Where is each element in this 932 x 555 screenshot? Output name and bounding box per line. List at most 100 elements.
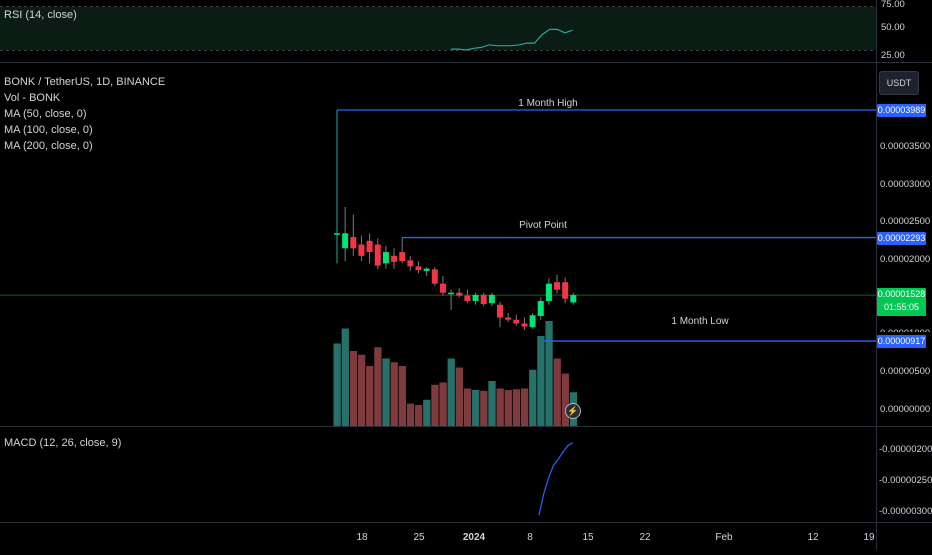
level-label-month-low[interactable]: 1 Month Low <box>671 316 729 327</box>
level-label-pivot[interactable]: Pivot Point <box>519 220 567 231</box>
candle-body <box>391 255 398 262</box>
candle-body <box>407 260 414 267</box>
candle-body <box>423 268 430 271</box>
time-axis-label: 22 <box>639 532 651 543</box>
rsi-axis-25: 25.00 <box>881 50 905 61</box>
time-axis-label: 18 <box>356 532 368 543</box>
volume-bar <box>496 388 504 426</box>
candle-body <box>382 252 389 264</box>
candle-body <box>366 240 373 253</box>
candle-body <box>334 233 340 235</box>
volume-bar <box>447 358 455 426</box>
volume-bar <box>415 405 423 426</box>
volume-bar <box>423 399 431 426</box>
price-tag-pivot: 0.00002293 <box>877 232 926 245</box>
macd-axis-label: -0.00000250 <box>879 475 932 486</box>
time-axis-label: 2024 <box>462 532 486 543</box>
volume-bar <box>520 388 529 426</box>
volume-bar <box>529 369 537 426</box>
candle-body <box>350 237 357 249</box>
time-axis-label: 15 <box>582 532 594 543</box>
volume-bar <box>480 390 488 426</box>
volume-bar <box>349 351 358 426</box>
candle-body <box>570 295 577 303</box>
time-axis-label: Feb <box>715 532 733 543</box>
candle-body <box>399 252 406 262</box>
rsi-title[interactable]: RSI (14, close) <box>4 9 77 21</box>
candle-body <box>513 319 520 324</box>
symbol-title[interactable]: BONK / TetherUS, 1D, BINANCE <box>4 76 166 88</box>
volume-bar <box>366 366 374 426</box>
candle-body <box>545 283 552 301</box>
volume-bar <box>382 358 390 426</box>
candle-body <box>358 244 365 256</box>
volume-bar <box>398 366 406 426</box>
candle-body <box>431 269 438 284</box>
time-axis-label: 25 <box>413 532 425 543</box>
volume-bar <box>390 362 398 426</box>
candle-body <box>497 304 503 318</box>
candle-body <box>562 282 569 299</box>
volume-bar <box>406 403 415 426</box>
volume-bar <box>357 354 366 426</box>
candle-body <box>439 283 446 293</box>
macd-panel-divider[interactable] <box>0 426 932 427</box>
volume-bar <box>439 382 447 426</box>
volume-bar <box>561 373 569 426</box>
volume-bar <box>463 388 472 426</box>
candle-body <box>342 233 349 249</box>
time-axis-divider <box>0 522 932 523</box>
volume-bar <box>472 390 480 426</box>
last-price-value: 0.00001528 <box>877 289 926 299</box>
volume-bar <box>553 358 561 426</box>
time-axis-label: 19 <box>863 532 875 543</box>
candle-body <box>480 294 487 304</box>
volume-bar <box>333 343 341 426</box>
volume-bar <box>504 390 512 426</box>
price-axis-divider <box>876 0 877 550</box>
volume-bar <box>455 367 464 426</box>
volume-bar <box>374 347 382 426</box>
price-axis-label: 0.00000000 <box>880 404 931 415</box>
lightning-icon[interactable]: ⚡ <box>565 403 581 419</box>
candle-body <box>472 294 479 301</box>
time-axis-label: 8 <box>527 532 533 543</box>
price-axis-label: 0.00000500 <box>880 366 931 377</box>
volume-bar <box>537 336 545 426</box>
candle-body <box>448 292 455 295</box>
volume-bar <box>545 321 553 426</box>
rsi-panel-divider[interactable] <box>0 62 932 63</box>
indicator-ma-50[interactable]: MA (50, close, 0) <box>4 108 87 120</box>
currency-button[interactable]: USDT <box>879 71 919 95</box>
candle-body <box>537 300 544 316</box>
indicator-volume[interactable]: Vol - BONK <box>4 92 61 104</box>
rsi-axis-75: 75.00 <box>881 0 905 10</box>
candle-body <box>415 266 422 271</box>
volume-bar <box>488 381 496 426</box>
level-label-month-high[interactable]: 1 Month High <box>518 98 578 109</box>
candle-body <box>374 244 381 266</box>
macd-axis-label: -0.00000300 <box>879 506 932 517</box>
candle-body <box>521 323 528 327</box>
indicator-ma-200[interactable]: MA (200, close, 0) <box>4 140 93 152</box>
candle-body <box>505 317 512 320</box>
price-axis-label: 0.00002000 <box>880 254 931 265</box>
macd-line <box>538 442 573 516</box>
volume-bar <box>431 384 439 426</box>
macd-title[interactable]: MACD (12, 26, close, 9) <box>4 437 122 449</box>
candle-body <box>464 295 471 301</box>
price-axis-label: 0.00002500 <box>880 216 931 227</box>
candle-body <box>488 294 495 304</box>
rsi-band-fill <box>0 7 876 50</box>
price-axis-label: 0.00003000 <box>880 179 931 190</box>
volume-bar <box>512 389 521 426</box>
candle-body <box>529 315 536 328</box>
price-axis-label: 0.00003500 <box>880 141 931 152</box>
time-axis-label: 12 <box>807 532 819 543</box>
rsi-line <box>451 28 573 51</box>
price-axis-label-partial: 0.00001000 <box>880 328 930 332</box>
price-tag-month-high: 0.00003989 <box>877 104 926 117</box>
indicator-ma-100[interactable]: MA (100, close, 0) <box>4 124 93 136</box>
